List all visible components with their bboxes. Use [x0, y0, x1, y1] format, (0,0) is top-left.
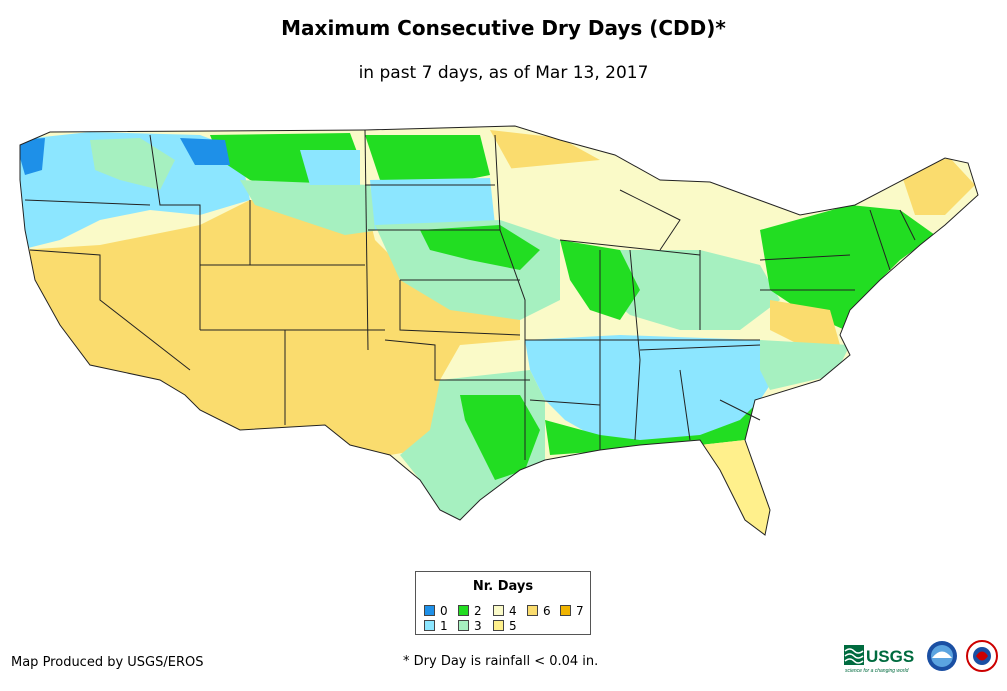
state-boundaries — [19, 125, 979, 536]
legend-item-2: 2 — [458, 605, 488, 617]
legend-label-4: 4 — [509, 604, 517, 618]
legend-item-3: 3 — [458, 620, 488, 632]
legend-title: Nr. Days — [472, 579, 534, 594]
region-florida-5 — [700, 440, 770, 535]
legend-item-5: 5 — [493, 620, 523, 632]
legend-label-6: 6 — [543, 604, 551, 618]
legend-label-0: 0 — [440, 604, 448, 618]
region-montana-0 — [180, 138, 230, 165]
region-northrockies-3 — [240, 180, 380, 235]
region-gulf-2 — [545, 400, 760, 455]
map-credit: Map Produced by USGS/EROS — [11, 655, 204, 670]
legend-item-6: 6 — [527, 605, 557, 617]
region-texas-2 — [460, 395, 540, 480]
agency-logos: USGS science for a changing world — [844, 640, 998, 674]
legend-swatch-5 — [493, 620, 504, 631]
legend-label-2: 2 — [474, 604, 482, 618]
legend-item-1: 1 — [424, 620, 454, 632]
region-northeast-2 — [760, 205, 935, 330]
nws-logo — [966, 640, 998, 672]
footnote: * Dry Day is rainfall < 0.04 in. — [403, 654, 599, 669]
legend-swatch-1 — [424, 620, 435, 631]
usgs-tagline: science for a changing world — [845, 668, 909, 674]
region-northwest-0 — [20, 138, 45, 175]
map-title: Maximum Consecutive Dry Days (CDD)* — [281, 16, 726, 40]
legend-swatch-3 — [458, 620, 469, 631]
noaa-logo — [927, 641, 957, 671]
legend-label-1: 1 — [440, 619, 448, 633]
legend-swatch-2 — [458, 605, 469, 616]
legend-label-7: 7 — [576, 604, 584, 618]
legend-swatch-7 — [560, 605, 571, 616]
usgs-logo: USGS science for a changing world — [844, 645, 914, 674]
legend-swatch-6 — [527, 605, 538, 616]
region-northwest-3 — [90, 138, 175, 190]
legend-item-0: 0 — [424, 605, 454, 617]
region-midwest-4 — [495, 160, 700, 255]
region-midatlantic-5 — [770, 300, 840, 345]
region-ohio-3 — [600, 250, 780, 330]
region-wyoming-1 — [300, 150, 360, 185]
map-subtitle: in past 7 days, as of Mar 13, 2017 — [358, 63, 649, 83]
region-south-1 — [525, 335, 780, 445]
legend-label-5: 5 — [509, 619, 517, 633]
region-carolina-3 — [760, 340, 850, 390]
legend-item-7: 7 — [560, 605, 590, 617]
usgs-wordmark: USGS — [866, 647, 914, 666]
legend: Nr. Days 0 1 2 3 4 5 6 7 — [415, 571, 591, 635]
region-northwest-1 — [20, 132, 250, 250]
legend-swatch-4 — [493, 605, 504, 616]
region-dakota-2 — [365, 135, 490, 185]
legend-item-4: 4 — [493, 605, 523, 617]
legend-swatch-0 — [424, 605, 435, 616]
region-dakota-1 — [370, 178, 495, 235]
legend-label-3: 3 — [474, 619, 482, 633]
